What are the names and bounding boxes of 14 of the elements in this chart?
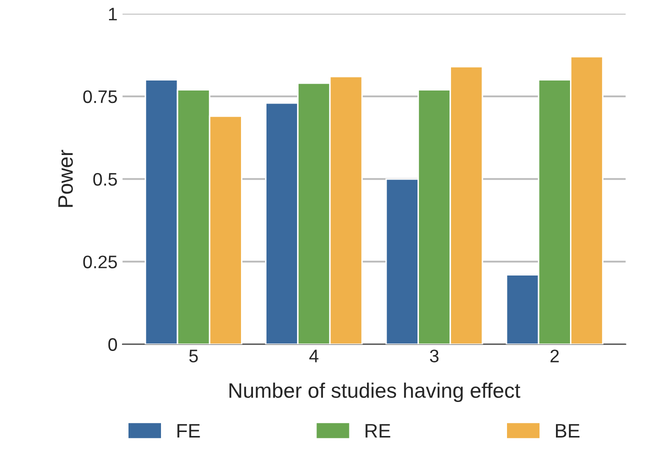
y-tick-label: 0.75 bbox=[83, 90, 117, 104]
legend-label: FE bbox=[177, 424, 200, 438]
y-tick-label: 0 bbox=[108, 338, 117, 351]
y-tick-label: 1 bbox=[109, 8, 117, 20]
y-axis-title: Power bbox=[58, 150, 73, 207]
y-tick-label: 0.25 bbox=[83, 256, 117, 268]
x-tick-label: 2 bbox=[550, 350, 559, 362]
y-tick-label: 0.5 bbox=[93, 172, 117, 186]
x-axis-title: Number of studies having effect bbox=[230, 382, 520, 402]
x-tick-label: 4 bbox=[309, 350, 318, 362]
legend-label: BE bbox=[556, 424, 580, 438]
x-tick-label: 5 bbox=[189, 350, 198, 362]
legend-label: RE bbox=[366, 424, 390, 438]
x-tick-label: 3 bbox=[430, 350, 439, 362]
